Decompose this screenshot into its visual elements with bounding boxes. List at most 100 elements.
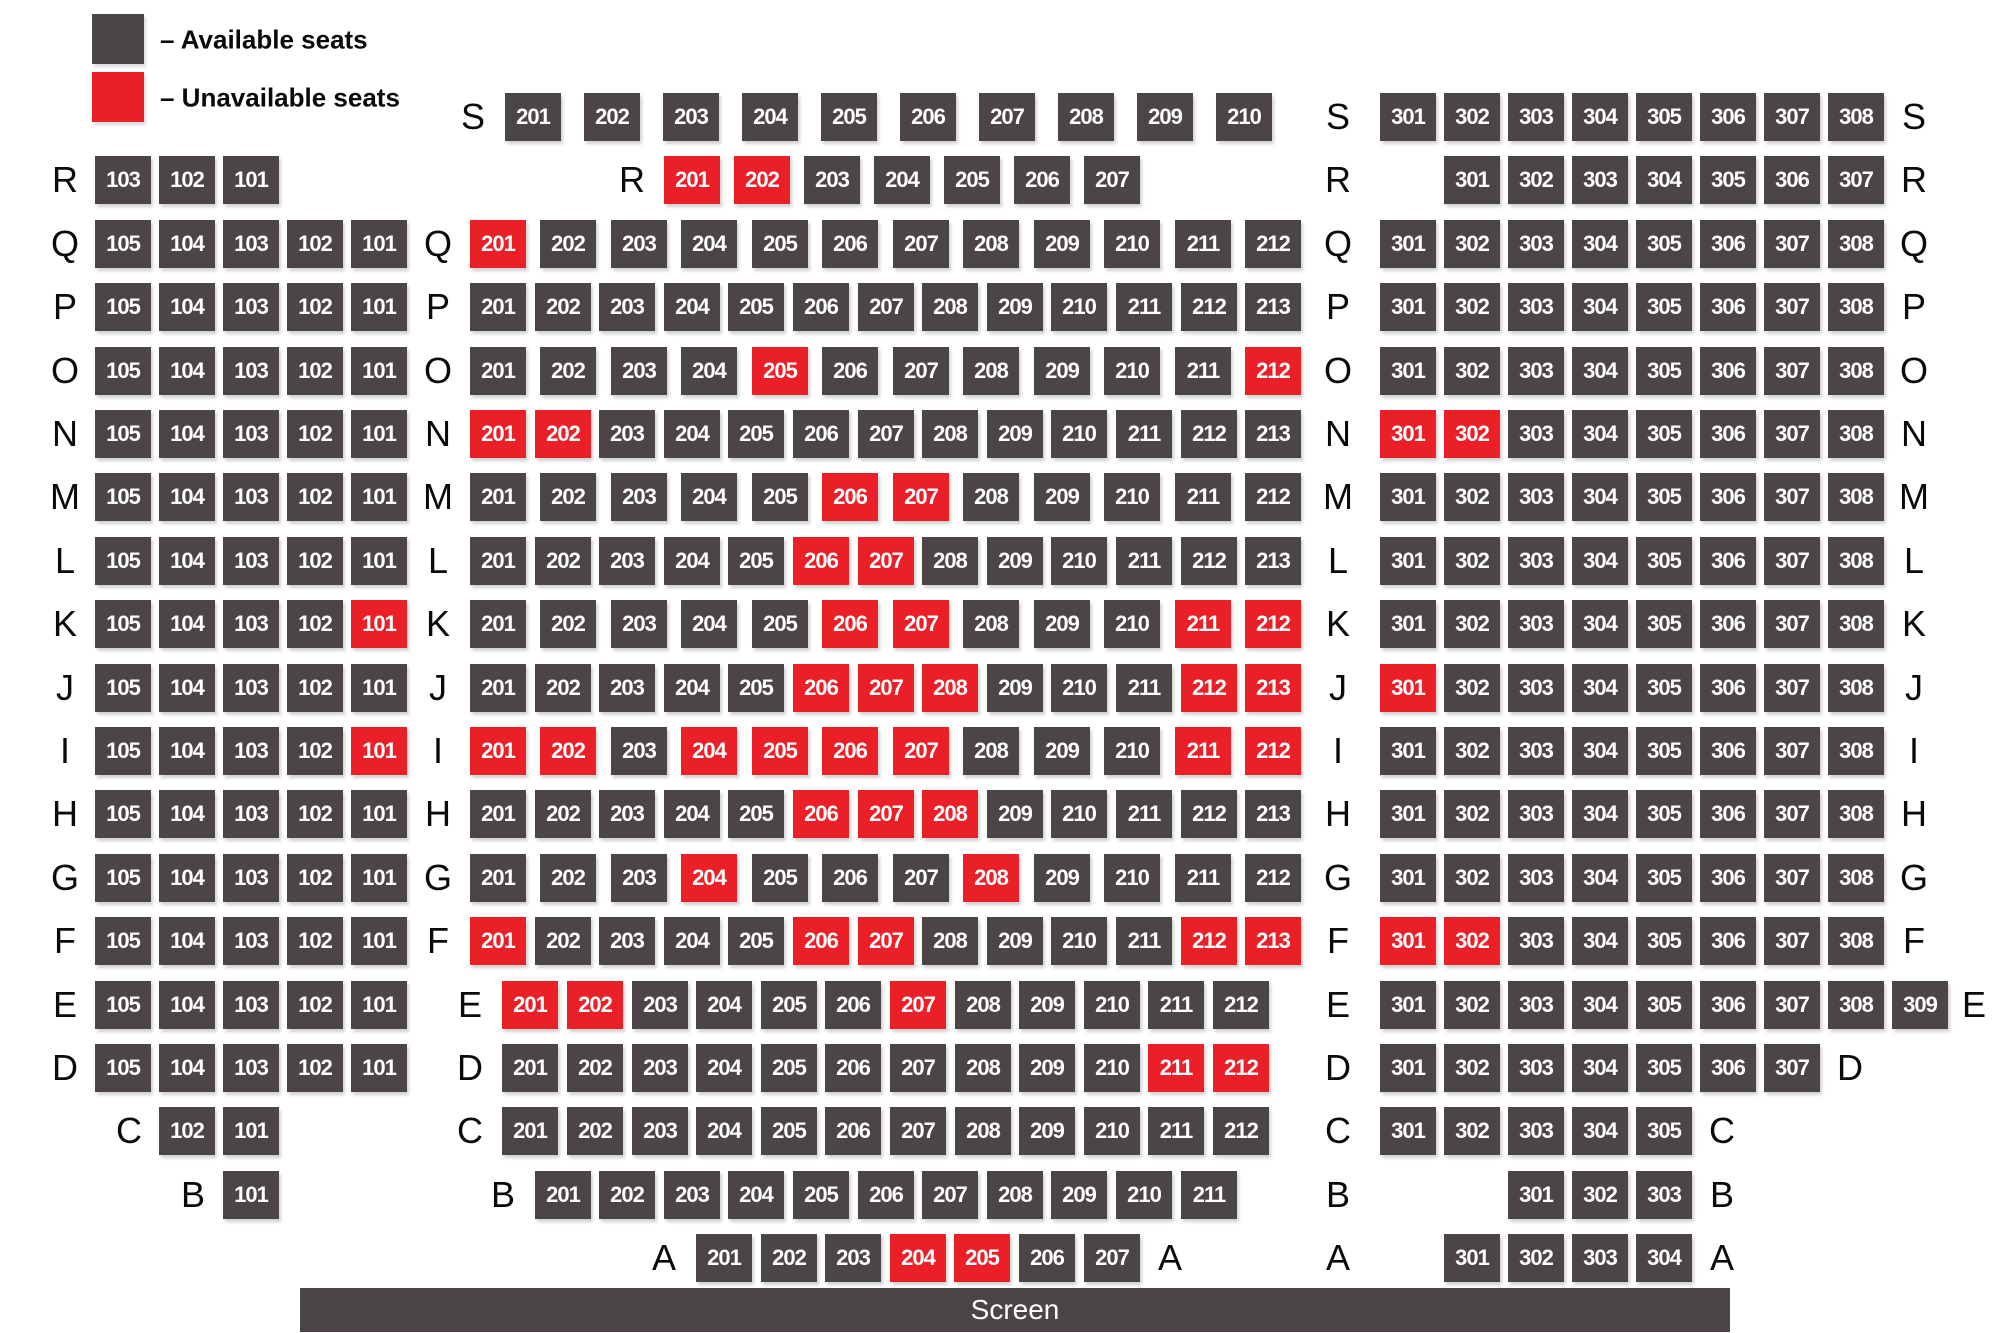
seat[interactable]: 102 (287, 854, 343, 902)
seat[interactable]: 201 (470, 283, 526, 331)
seat[interactable]: 210 (1051, 790, 1107, 838)
seat[interactable]: 304 (1572, 283, 1628, 331)
seat[interactable]: 201 (502, 1044, 558, 1092)
seat[interactable]: 303 (1636, 1171, 1692, 1219)
seat[interactable]: 303 (1508, 1044, 1564, 1092)
seat[interactable]: 102 (287, 981, 343, 1029)
seat[interactable]: 304 (1572, 93, 1628, 141)
seat[interactable]: 301 (1380, 790, 1436, 838)
seat[interactable]: 207 (893, 220, 949, 268)
seat[interactable]: 205 (728, 537, 784, 585)
seat[interactable]: 209 (1019, 1044, 1075, 1092)
seat[interactable]: 210 (1051, 537, 1107, 585)
seat[interactable]: 304 (1572, 473, 1628, 521)
seat[interactable]: 212 (1245, 854, 1301, 902)
seat[interactable]: 208 (963, 727, 1019, 775)
seat[interactable]: 105 (95, 410, 151, 458)
seat[interactable]: 307 (1764, 1044, 1820, 1092)
seat[interactable]: 302 (1444, 347, 1500, 395)
seat[interactable]: 202 (540, 347, 596, 395)
seat[interactable]: 306 (1700, 93, 1756, 141)
seat[interactable]: 205 (761, 981, 817, 1029)
seat[interactable]: 211 (1116, 664, 1172, 712)
seat[interactable]: 102 (287, 537, 343, 585)
seat[interactable]: 305 (1636, 854, 1692, 902)
seat[interactable]: 105 (95, 981, 151, 1029)
seat[interactable]: 304 (1572, 347, 1628, 395)
seat[interactable]: 209 (1034, 347, 1090, 395)
seat[interactable]: 308 (1828, 537, 1884, 585)
seat[interactable]: 306 (1700, 347, 1756, 395)
seat[interactable]: 302 (1444, 1044, 1500, 1092)
seat[interactable]: 103 (223, 600, 279, 648)
seat[interactable]: 306 (1700, 1044, 1756, 1092)
seat[interactable]: 303 (1508, 410, 1564, 458)
seat[interactable]: 202 (535, 283, 591, 331)
seat[interactable]: 306 (1700, 283, 1756, 331)
seat[interactable]: 205 (761, 1107, 817, 1155)
seat[interactable]: 307 (1764, 473, 1820, 521)
seat[interactable]: 306 (1700, 981, 1756, 1029)
seat[interactable]: 205 (728, 790, 784, 838)
seat[interactable]: 304 (1572, 1044, 1628, 1092)
seat[interactable]: 204 (874, 156, 930, 204)
seat[interactable]: 203 (611, 473, 667, 521)
seat[interactable]: 208 (963, 220, 1019, 268)
seat[interactable]: 207 (1084, 1234, 1140, 1282)
seat[interactable]: 203 (664, 1171, 720, 1219)
seat[interactable]: 203 (611, 600, 667, 648)
seat[interactable]: 202 (599, 1171, 655, 1219)
seat[interactable]: 305 (1636, 917, 1692, 965)
seat[interactable]: 308 (1828, 283, 1884, 331)
seat[interactable]: 304 (1572, 917, 1628, 965)
seat[interactable]: 103 (223, 790, 279, 838)
seat[interactable]: 302 (1444, 664, 1500, 712)
seat[interactable]: 204 (681, 347, 737, 395)
seat[interactable]: 211 (1116, 537, 1172, 585)
seat[interactable]: 303 (1508, 347, 1564, 395)
seat[interactable]: 306 (1764, 156, 1820, 204)
seat[interactable]: 205 (752, 473, 808, 521)
seat[interactable]: 301 (1380, 727, 1436, 775)
seat[interactable]: 308 (1828, 600, 1884, 648)
seat[interactable]: 202 (535, 917, 591, 965)
seat[interactable]: 304 (1572, 664, 1628, 712)
seat[interactable]: 303 (1508, 1107, 1564, 1155)
seat[interactable]: 301 (1508, 1171, 1564, 1219)
seat[interactable]: 208 (1058, 93, 1114, 141)
seat[interactable]: 302 (1444, 1107, 1500, 1155)
seat[interactable]: 305 (1636, 1044, 1692, 1092)
seat[interactable]: 207 (890, 1044, 946, 1092)
seat[interactable]: 101 (351, 220, 407, 268)
seat[interactable]: 206 (1014, 156, 1070, 204)
seat[interactable]: 102 (287, 220, 343, 268)
seat[interactable]: 202 (584, 93, 640, 141)
seat[interactable]: 104 (159, 664, 215, 712)
seat[interactable]: 203 (632, 981, 688, 1029)
seat[interactable]: 201 (696, 1234, 752, 1282)
seat[interactable]: 203 (599, 410, 655, 458)
seat[interactable]: 308 (1828, 727, 1884, 775)
seat[interactable]: 302 (1444, 854, 1500, 902)
seat[interactable]: 208 (922, 917, 978, 965)
seat[interactable]: 207 (858, 283, 914, 331)
seat[interactable]: 301 (1380, 537, 1436, 585)
seat[interactable]: 204 (664, 664, 720, 712)
seat[interactable]: 308 (1828, 220, 1884, 268)
seat[interactable]: 305 (1636, 981, 1692, 1029)
seat[interactable]: 301 (1380, 981, 1436, 1029)
seat[interactable]: 305 (1636, 600, 1692, 648)
seat[interactable]: 301 (1380, 93, 1436, 141)
seat[interactable]: 203 (611, 854, 667, 902)
seat[interactable]: 104 (159, 790, 215, 838)
seat[interactable]: 206 (793, 410, 849, 458)
seat[interactable]: 210 (1051, 283, 1107, 331)
seat[interactable]: 201 (535, 1171, 591, 1219)
seat[interactable]: 202 (540, 600, 596, 648)
seat[interactable]: 210 (1116, 1171, 1172, 1219)
seat[interactable]: 103 (223, 727, 279, 775)
seat[interactable]: 202 (540, 854, 596, 902)
seat[interactable]: 305 (1700, 156, 1756, 204)
seat[interactable]: 201 (470, 347, 526, 395)
seat[interactable]: 211 (1175, 854, 1231, 902)
